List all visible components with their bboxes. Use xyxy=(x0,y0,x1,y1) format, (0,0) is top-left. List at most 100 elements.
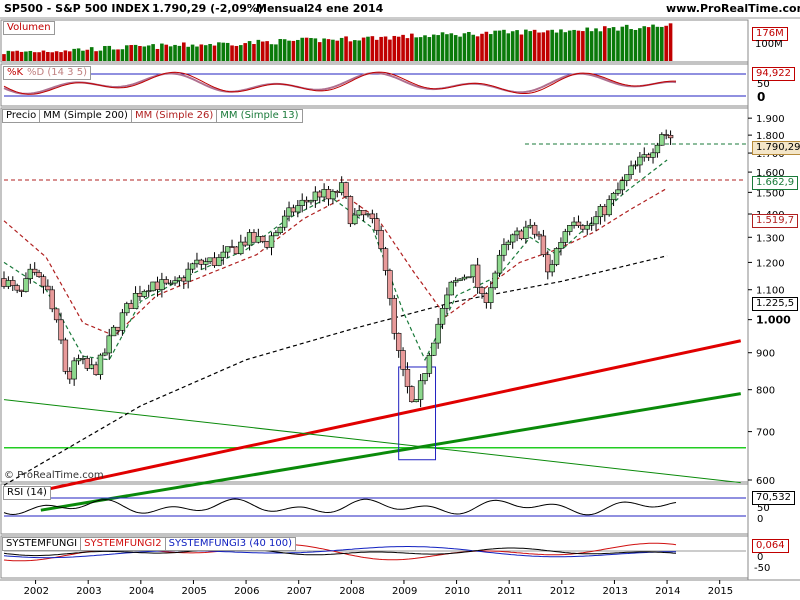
volume-bar xyxy=(414,37,419,61)
volume-bar xyxy=(124,45,129,61)
candle-body xyxy=(378,230,384,249)
candle-body xyxy=(246,232,253,246)
candle-body xyxy=(597,206,604,218)
candle-body xyxy=(628,165,634,175)
volume-bar xyxy=(629,29,633,61)
volume-bar xyxy=(155,48,160,61)
candle-body xyxy=(444,294,450,309)
candle-body xyxy=(496,254,503,274)
volume-bar xyxy=(168,46,173,61)
candle-body xyxy=(654,144,661,154)
volume-bar xyxy=(243,43,247,61)
volume-bar xyxy=(177,45,182,61)
candle-body xyxy=(110,326,117,337)
volume-bar xyxy=(598,31,603,61)
volume-bar xyxy=(256,39,261,61)
volume-bar xyxy=(59,52,63,61)
volume-bar xyxy=(89,47,94,61)
price-candles xyxy=(1,129,674,408)
volume-bars xyxy=(2,23,673,62)
volume-bar xyxy=(576,30,581,61)
candle-body xyxy=(413,399,419,403)
volume-bar xyxy=(664,25,668,62)
candle-body xyxy=(238,241,244,255)
volume-bar xyxy=(436,35,440,61)
volume-bar xyxy=(28,50,33,61)
candle-body xyxy=(624,174,630,181)
candle-body xyxy=(229,246,235,248)
volume-bar xyxy=(212,45,217,61)
candle-body xyxy=(97,354,104,375)
volume-bar xyxy=(19,51,24,61)
candle-body xyxy=(211,257,218,266)
candle-body xyxy=(5,280,12,287)
candle-body xyxy=(242,241,248,246)
x-tick-label: 2011 xyxy=(497,586,522,597)
volume-bar xyxy=(282,39,287,61)
legend-sma26: MM (Simple 26) xyxy=(131,109,218,123)
volume-bar xyxy=(103,46,107,61)
candle-body xyxy=(58,319,64,341)
y-tick-label: 1.000 xyxy=(756,314,791,327)
volume-bar xyxy=(633,29,638,61)
volume-bar xyxy=(524,29,528,61)
volume-bar xyxy=(181,42,186,61)
volume-bar xyxy=(563,32,568,61)
volume-bar xyxy=(129,45,133,61)
legend-sma200: MM (Simple 200) xyxy=(40,109,132,123)
candle-body xyxy=(659,134,665,146)
rsi-line xyxy=(3,498,677,516)
volume-bar xyxy=(32,52,37,61)
volume-bar xyxy=(611,27,616,61)
volume-bar xyxy=(2,54,6,61)
candle-body xyxy=(400,350,406,370)
volume-bar xyxy=(309,38,313,61)
volume-bar xyxy=(537,32,541,61)
candle-body xyxy=(137,293,143,297)
volume-bar xyxy=(366,36,370,61)
volume-bar xyxy=(151,44,155,61)
candle-body xyxy=(588,223,595,226)
candle-body xyxy=(321,189,327,198)
volume-bar xyxy=(107,45,112,61)
volume-bar xyxy=(510,31,515,61)
volume-bar xyxy=(550,29,554,61)
y-tick-label: 1.800 xyxy=(756,131,785,142)
volume-bar xyxy=(247,41,252,61)
volume-bar xyxy=(471,34,476,61)
volume-bar xyxy=(528,31,533,61)
candle-body xyxy=(163,279,169,284)
candle-body xyxy=(181,277,187,282)
candle-body xyxy=(479,287,485,294)
candle-body xyxy=(584,225,590,230)
volume-bar xyxy=(265,41,269,61)
volume-bar xyxy=(199,44,204,61)
volume-bar xyxy=(392,35,397,61)
candle-body xyxy=(422,373,428,382)
x-tick-label: 2003 xyxy=(76,586,101,597)
candle-body xyxy=(461,276,468,280)
volume-bar xyxy=(160,43,164,61)
candle-body xyxy=(347,196,354,225)
candle-body xyxy=(632,164,639,167)
candle-body xyxy=(216,257,222,266)
system-legend: SYSTEMFUNGI SYSTEMFUNGI2 SYSTEMFUNGI3 (4… xyxy=(2,537,297,551)
site-link[interactable]: www.ProRealTime.com xyxy=(666,2,800,15)
volume-bar xyxy=(467,31,471,61)
volume-bar xyxy=(559,29,563,61)
volume-bar xyxy=(239,45,243,61)
candle-body xyxy=(610,193,617,200)
candle-body xyxy=(365,213,371,216)
volume-bar xyxy=(655,26,660,61)
y-tick-label: 1.200 xyxy=(756,258,785,269)
candle-body xyxy=(527,224,533,228)
candle-body xyxy=(549,264,555,273)
volume-bar xyxy=(76,48,81,61)
candle-body xyxy=(580,225,586,230)
candle-body xyxy=(308,200,314,203)
candle-body xyxy=(637,156,643,166)
candle-body xyxy=(501,244,507,256)
volume-bar xyxy=(274,44,278,61)
rsi-label: RSI (14) xyxy=(3,486,51,500)
